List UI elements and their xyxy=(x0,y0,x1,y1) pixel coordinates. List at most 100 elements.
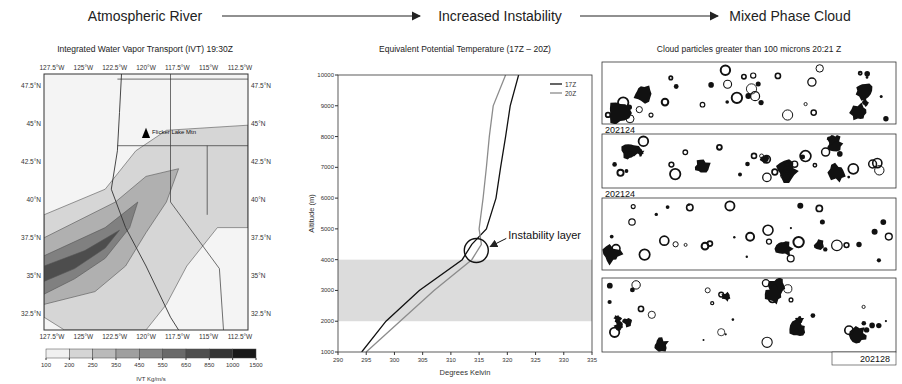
image-strip xyxy=(602,278,896,352)
ice-aggregate xyxy=(602,244,623,265)
y-tick-label: 2000 xyxy=(321,318,335,324)
small-particle xyxy=(856,242,861,247)
lat-label: 40°N xyxy=(26,196,41,203)
droplet xyxy=(800,151,811,162)
colorbar-tick-label: 1000 xyxy=(226,362,240,368)
droplet xyxy=(783,110,793,120)
small-particle xyxy=(866,76,869,79)
small-particle xyxy=(756,82,761,87)
colorbar-label: IVT Kg/m/s xyxy=(136,376,166,382)
droplet xyxy=(662,99,669,106)
droplet xyxy=(885,233,892,240)
small-particle xyxy=(625,169,629,173)
droplet xyxy=(762,337,772,347)
colorbar-segment xyxy=(93,349,116,358)
droplet xyxy=(789,298,793,302)
x-tick-label: 330 xyxy=(559,357,570,363)
small-particle xyxy=(885,320,887,322)
legend-label: 20Z xyxy=(565,90,576,97)
small-particle xyxy=(811,313,816,318)
y-tick xyxy=(335,105,338,106)
lon-label: 112.5°W xyxy=(228,64,253,71)
strip-label-box xyxy=(832,352,896,365)
highlight-band xyxy=(338,260,592,322)
chart-title: Equivalent Potential Temperature (17Z – … xyxy=(379,44,551,54)
small-particle xyxy=(864,327,869,332)
small-particle xyxy=(607,283,613,289)
x-tick-label: 305 xyxy=(418,357,429,363)
lat-label: 32.5°N xyxy=(251,310,271,317)
small-particle xyxy=(847,176,850,179)
y-tick xyxy=(335,75,338,76)
x-tick-label: 325 xyxy=(531,357,542,363)
y-tick-label: 1000 xyxy=(321,349,335,355)
lon-label: 117.5°W xyxy=(165,64,190,71)
profile-line xyxy=(366,75,505,352)
droplet xyxy=(808,78,816,86)
droplet xyxy=(859,72,862,75)
ice-aggregate xyxy=(849,326,867,344)
small-particle xyxy=(880,95,883,98)
small-particle xyxy=(823,247,827,251)
colorbar-segment xyxy=(186,349,209,358)
droplet xyxy=(763,173,771,181)
colorbar-tick xyxy=(92,358,93,360)
small-particle xyxy=(869,323,875,329)
lon-label: 125°W xyxy=(74,64,94,71)
droplet xyxy=(725,201,734,210)
droplet xyxy=(845,326,853,334)
droplet xyxy=(793,237,803,247)
small-particle xyxy=(733,236,735,238)
x-tick xyxy=(479,352,480,355)
legend-swatch xyxy=(550,83,562,84)
colorbar-segment xyxy=(46,349,69,358)
colorbar-tick-label: 850 xyxy=(204,362,215,368)
small-particle xyxy=(862,321,867,326)
lon-label: 120°W xyxy=(136,333,156,340)
droplet xyxy=(629,219,635,225)
lat-label: 42.5°N xyxy=(251,158,271,165)
droplet xyxy=(751,92,760,101)
ivt-contour xyxy=(44,230,120,281)
small-particle xyxy=(746,256,748,258)
colorbar-tick-label: 100 xyxy=(41,362,52,368)
droplet xyxy=(772,169,778,175)
strip-label: 202128 xyxy=(860,354,890,364)
y-tick xyxy=(335,167,338,168)
small-particle xyxy=(877,258,881,262)
lat-label: 35°N xyxy=(251,272,266,279)
map-bg xyxy=(44,74,248,330)
droplet xyxy=(732,93,742,103)
ice-aggregate xyxy=(695,160,711,173)
flow-header: Mixed Phase Cloud xyxy=(729,8,850,24)
ice-aggregate xyxy=(776,159,799,183)
profile-line xyxy=(362,75,519,352)
x-tick-label: 320 xyxy=(502,357,513,363)
annotation-arrow xyxy=(490,238,506,246)
small-particle xyxy=(708,82,714,88)
y-tick xyxy=(335,136,338,137)
ivt-contour xyxy=(44,202,138,294)
small-particle xyxy=(759,100,764,105)
droplet xyxy=(669,162,674,167)
lon-label: 115°W xyxy=(199,333,219,340)
ice-aggregate xyxy=(765,284,783,304)
annotation-text: Instability layer xyxy=(508,229,581,241)
droplet xyxy=(648,311,655,318)
colorbar-tick-label: 200 xyxy=(64,362,75,368)
colorbar-tick xyxy=(186,358,187,360)
ice-aggregate xyxy=(862,98,869,107)
droplet xyxy=(670,169,680,179)
figure: Atmospheric RiverIncreased InstabilityMi… xyxy=(0,0,902,384)
small-particle xyxy=(795,329,799,333)
y-axis-label: Altitude (m) xyxy=(307,194,316,233)
small-particle xyxy=(880,219,886,225)
state-border xyxy=(117,79,248,80)
small-particle xyxy=(608,300,612,304)
flow-header: Increased Instability xyxy=(438,8,562,24)
image-strip xyxy=(602,198,896,270)
droplet xyxy=(687,204,693,210)
small-particle xyxy=(655,213,658,216)
image-strip xyxy=(602,62,896,124)
droplet xyxy=(617,170,623,176)
